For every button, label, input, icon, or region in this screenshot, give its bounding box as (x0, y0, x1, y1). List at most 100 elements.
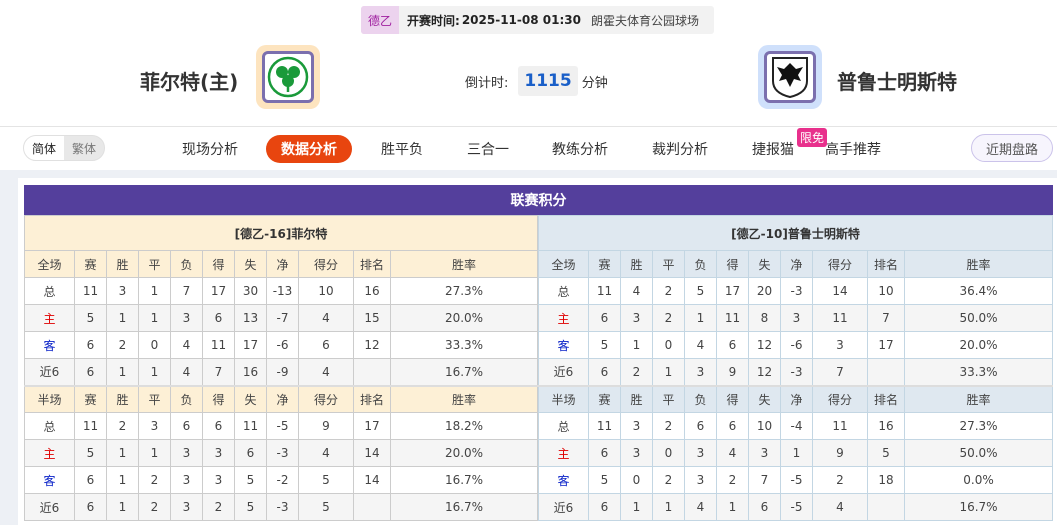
table-cell: 1 (106, 439, 139, 467)
table-cell (353, 493, 391, 521)
league-badge[interactable]: 德乙 (361, 6, 399, 34)
row-label: 近6 (24, 493, 75, 521)
table-cell: 5 (74, 304, 107, 332)
kickoff-label: 开赛时间: (407, 13, 460, 28)
tab-win-draw-loss[interactable]: 胜平负 (381, 142, 423, 158)
home-team-name[interactable]: 菲尔特(主) (140, 70, 239, 94)
column-header: 胜 (620, 250, 653, 278)
column-header: 平 (652, 250, 685, 278)
row-label: 主 (24, 304, 75, 332)
table-cell: 3 (202, 466, 235, 494)
table-cell: 7 (867, 304, 905, 332)
table-cell: 0 (138, 331, 171, 359)
table-row: 主 6 3 0 3 4 3 1 9 5 50.0% (538, 439, 1053, 467)
tab-three-in-one[interactable]: 三合一 (467, 142, 509, 158)
full-header-row: 全场赛胜平负得失净得分 排名 胜率 (538, 250, 1053, 278)
recent-handicap-button[interactable]: 近期盘路 (971, 134, 1053, 162)
table-cell: -6 (266, 331, 299, 359)
nav-bar: 简体 繁体 现场分析 数据分析 胜平负 三合一 教练分析 裁判分析 捷报猫 高手… (0, 126, 1057, 170)
table-cell: 18 (867, 466, 905, 494)
table-cell: 2 (652, 466, 685, 494)
column-header: 排名 (867, 384, 905, 413)
table-cell: 5 (867, 439, 905, 467)
language-toggle[interactable]: 简体 繁体 (23, 135, 105, 161)
column-header: 净 (266, 250, 299, 278)
table-cell: 20.0% (904, 331, 1053, 359)
table-cell: 2 (106, 331, 139, 359)
lang-traditional[interactable]: 繁体 (71, 141, 96, 156)
table-cell: 17 (716, 277, 749, 305)
table-cell: 5 (588, 331, 621, 359)
column-header: 赛 (588, 250, 621, 278)
table-cell: 27.3% (904, 412, 1053, 440)
table-cell: 3 (170, 304, 203, 332)
home-team-logo[interactable] (256, 45, 320, 109)
away-team-name[interactable]: 普鲁士明斯特 (837, 70, 957, 94)
column-header: 胜率 (904, 250, 1053, 278)
tab-coach-analysis[interactable]: 教练分析 (552, 142, 608, 158)
column-header: 胜率 (390, 250, 538, 278)
away-standings-table: [德乙-10]普鲁士明斯特 全场赛胜平负得失净得分 排名 胜率总 11 4 2 5 17 20 -3… (538, 215, 1053, 521)
table-cell: 10 (748, 412, 781, 440)
tab-data-analysis[interactable]: 数据分析 (266, 135, 352, 163)
table-cell: 4 (684, 331, 717, 359)
table-cell: 3 (684, 358, 717, 386)
row-label: 总 (538, 277, 589, 305)
table-cell: 6 (234, 439, 267, 467)
table-cell: 5 (684, 277, 717, 305)
tab-expert-picks[interactable]: 高手推荐 (825, 142, 881, 158)
countdown-value: 1115 (518, 66, 578, 96)
table-cell: 16 (867, 412, 905, 440)
column-header: 赛 (74, 250, 107, 278)
row-label: 客 (24, 331, 75, 359)
table-cell: 50.0% (904, 439, 1053, 467)
team-standings-header: [德乙-16]菲尔特 (24, 215, 538, 251)
column-header: 失 (748, 384, 781, 413)
table-cell: 6 (74, 466, 107, 494)
table-cell: -3 (780, 277, 813, 305)
table-cell: 7 (748, 466, 781, 494)
table-cell (867, 358, 905, 386)
table-cell: -3 (266, 493, 299, 521)
kickoff-time: 2025-11-08 01:30 (461, 13, 581, 27)
table-cell: 6 (588, 493, 621, 521)
table-cell: 1 (780, 439, 813, 467)
table-cell: 0 (652, 439, 685, 467)
table-cell: 1 (106, 493, 139, 521)
tab-live-analysis[interactable]: 现场分析 (182, 142, 238, 158)
table-cell: 5 (298, 493, 354, 521)
table-cell: 16 (234, 358, 267, 386)
table-cell: 10 (298, 277, 354, 305)
away-team-logo[interactable] (758, 45, 822, 109)
lang-simplified[interactable]: 简体 (24, 136, 64, 160)
table-cell: 3 (106, 277, 139, 305)
table-cell: 13 (234, 304, 267, 332)
row-label: 近6 (538, 493, 589, 521)
table-cell: 16.7% (904, 493, 1053, 521)
table-cell: 3 (620, 412, 653, 440)
table-cell: 3 (684, 439, 717, 467)
column-header: 得分 (812, 250, 868, 278)
table-cell: 4 (298, 439, 354, 467)
column-header: 得 (202, 384, 235, 413)
tab-jiebaomao[interactable]: 捷报猫 (752, 142, 794, 158)
table-row: 近6 6 1 1 4 1 6 -5 4 16.7% (538, 493, 1053, 521)
table-cell: -6 (780, 331, 813, 359)
table-row: 客 6 1 2 3 3 5 -2 5 14 16.7% (24, 466, 538, 494)
table-cell: 1 (106, 466, 139, 494)
table-cell: 3 (780, 304, 813, 332)
table-cell: 6 (74, 358, 107, 386)
table-cell: 11 (202, 331, 235, 359)
table-cell: 2 (138, 466, 171, 494)
table-cell: 5 (298, 466, 354, 494)
column-header: 失 (748, 250, 781, 278)
row-label: 主 (24, 439, 75, 467)
tab-referee-analysis[interactable]: 裁判分析 (652, 142, 708, 158)
column-header: 得分 (298, 250, 354, 278)
table-cell: 5 (74, 439, 107, 467)
table-cell: 6 (748, 493, 781, 521)
match-info-bar: 德乙 开赛时间: 2025-11-08 01:30 朗霍夫体育公园球场 (361, 6, 714, 34)
table-cell: 8 (748, 304, 781, 332)
table-cell: 11 (812, 412, 868, 440)
column-header: 排名 (353, 384, 391, 413)
